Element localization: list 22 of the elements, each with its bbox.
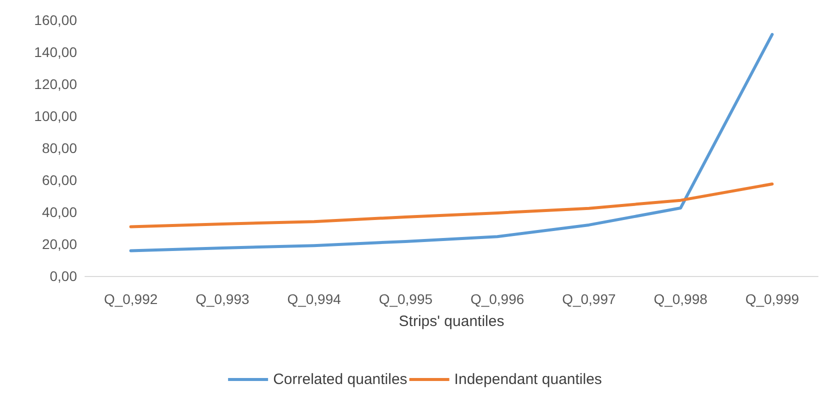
legend-label: Correlated quantiles bbox=[273, 371, 408, 388]
y-tick-label: 0,00 bbox=[50, 268, 78, 284]
x-tick-label: Q_0,997 bbox=[562, 291, 616, 307]
x-tick-label: Q_0,995 bbox=[378, 291, 433, 307]
x-tick-label: Q_0,994 bbox=[287, 291, 342, 307]
y-tick-label: 40,00 bbox=[42, 204, 78, 220]
y-tick-label: 60,00 bbox=[42, 172, 78, 188]
x-tick-label: Q_0,992 bbox=[104, 291, 158, 307]
x-tick-label: Q_0,999 bbox=[745, 291, 800, 307]
y-tick-label: 100,00 bbox=[34, 108, 78, 124]
y-tick-label: 140,00 bbox=[34, 44, 78, 60]
y-tick-label: 20,00 bbox=[42, 236, 78, 252]
line-series bbox=[129, 32, 774, 252]
x-tick-label: Q_0,998 bbox=[654, 291, 708, 307]
x-tick-label: Q_0,993 bbox=[196, 291, 250, 307]
y-tick-label: 80,00 bbox=[42, 140, 78, 156]
line-series bbox=[129, 182, 774, 228]
x-tick-label: Q_0,996 bbox=[470, 291, 524, 307]
x-axis-title: Strips' quantiles bbox=[398, 313, 504, 330]
y-tick-label: 160,00 bbox=[34, 12, 78, 28]
y-tick-label: 120,00 bbox=[34, 76, 78, 92]
legend-label: Independant quantiles bbox=[454, 371, 602, 388]
